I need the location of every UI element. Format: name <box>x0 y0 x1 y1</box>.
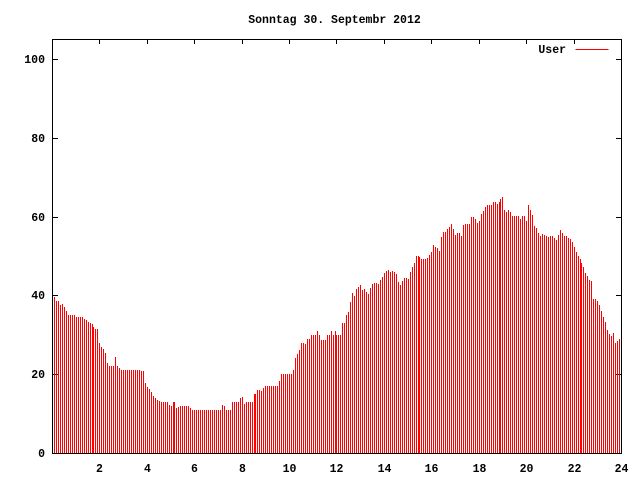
svg-text:20: 20 <box>31 369 45 382</box>
svg-text:20: 20 <box>520 463 534 476</box>
svg-text:4: 4 <box>144 463 151 476</box>
svg-text:12: 12 <box>330 463 344 476</box>
svg-text:18: 18 <box>473 463 487 476</box>
svg-text:22: 22 <box>568 463 582 476</box>
svg-text:16: 16 <box>425 463 439 476</box>
svg-text:10: 10 <box>283 463 297 476</box>
svg-text:0: 0 <box>38 448 45 461</box>
svg-text:14: 14 <box>378 463 392 476</box>
svg-text:User: User <box>538 44 566 57</box>
svg-text:100: 100 <box>24 54 45 67</box>
svg-text:Sonntag 30. Septembr 2012: Sonntag 30. Septembr 2012 <box>248 14 421 27</box>
svg-text:8: 8 <box>239 463 246 476</box>
svg-text:2: 2 <box>96 463 103 476</box>
svg-text:80: 80 <box>31 133 45 146</box>
svg-text:6: 6 <box>191 463 198 476</box>
svg-text:60: 60 <box>31 212 45 225</box>
svg-text:24: 24 <box>615 463 629 476</box>
svg-text:40: 40 <box>31 290 45 303</box>
